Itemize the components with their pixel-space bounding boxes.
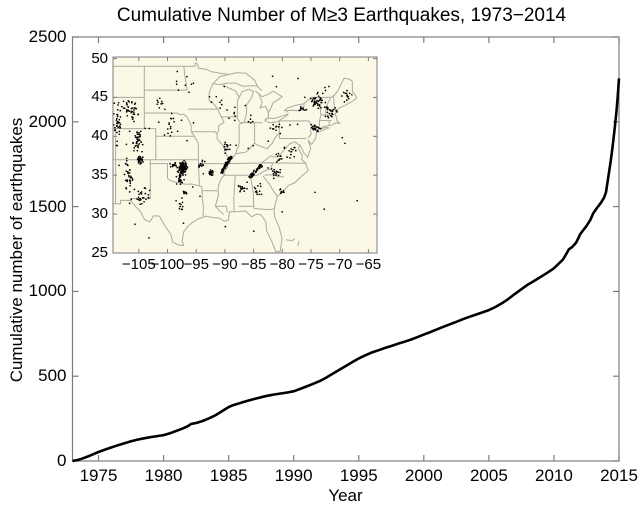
inset-y-tick-label: 45 <box>91 88 108 106</box>
x-tick-label: 2005 <box>469 466 508 485</box>
inset-x-tick-label: −70 <box>326 256 353 273</box>
map-state-borders <box>113 62 358 253</box>
inset-y-tick-label: 50 <box>91 49 108 67</box>
x-axis-label: Year <box>328 486 363 505</box>
earthquake-epicenter-dots <box>113 70 359 239</box>
inset-x-tick-label: −95 <box>183 256 209 273</box>
x-tick-label: 2000 <box>404 466 443 485</box>
x-tick-label: 2015 <box>600 466 638 485</box>
cumulative-curve <box>72 78 621 463</box>
x-tick-label: 1980 <box>144 466 183 485</box>
inset-x-tick-label: −65 <box>355 256 382 273</box>
y-tick-label: 1500 <box>28 196 67 216</box>
inset-x-tick-label: −105 <box>121 256 156 273</box>
x-tick-label: 1995 <box>339 466 378 485</box>
inset-y-tick-label: 35 <box>91 166 108 184</box>
inset-x-tick-label: −80 <box>269 256 296 273</box>
y-tick-label: 2000 <box>28 111 67 131</box>
x-tick-label: 1985 <box>209 466 248 485</box>
y-tick-label: 500 <box>38 366 67 386</box>
inset-y-tick-label: 30 <box>91 205 108 223</box>
y-tick-label: 0 <box>57 451 67 470</box>
inset-x-tick-label: −90 <box>212 256 238 273</box>
y-tick-label: 2500 <box>28 27 67 46</box>
y-tick-label: 1000 <box>28 281 67 301</box>
inset-y-tick-label: 40 <box>91 127 108 145</box>
chart-title: Cumulative Number of M≥3 Earthquakes, 19… <box>116 5 567 26</box>
x-tick-label: 2010 <box>535 466 573 485</box>
inset-map <box>112 56 378 254</box>
inset-frame <box>112 56 378 254</box>
x-tick-label: 1975 <box>79 466 118 485</box>
inset-x-tick-label: −75 <box>298 256 324 273</box>
inset-x-tick-label: −100 <box>150 256 185 273</box>
x-tick-label: 1990 <box>274 466 313 485</box>
inset-x-tick-label: −85 <box>240 256 267 273</box>
inset-y-tick-label: 25 <box>91 244 108 261</box>
